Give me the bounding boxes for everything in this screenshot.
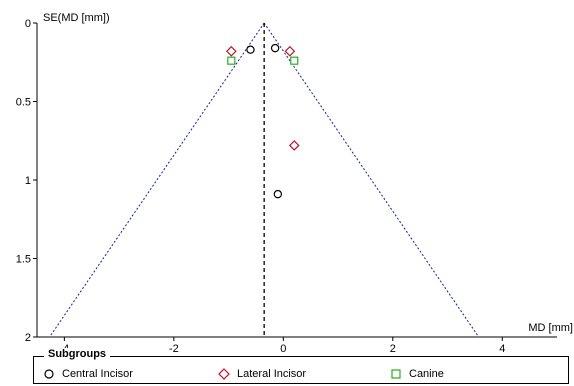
diamond-marker-icon — [218, 368, 230, 380]
y-tick-label: 0.5 — [16, 97, 31, 109]
funnel-line-right — [263, 22, 480, 338]
x-tick-label: 0 — [280, 343, 286, 355]
diamond-point — [225, 45, 237, 57]
legend-item-canine: Canine — [389, 367, 444, 381]
y-axis-title: SE(MD [mm]) — [43, 12, 110, 24]
legend-label: Lateral Incisor — [237, 368, 307, 380]
circle-point — [270, 43, 280, 53]
legend: Subgroups Central Incisor Lateral Inciso… — [33, 348, 569, 384]
circle-point — [246, 45, 255, 54]
diamond-point — [284, 45, 296, 57]
y-tick-label: 0 — [25, 18, 31, 30]
y-tick-label: 1 — [25, 175, 31, 187]
x-axis-title: MD [mm] — [528, 322, 573, 334]
circle-point — [273, 189, 283, 199]
y-tick-label: 1.5 — [16, 254, 31, 266]
square-marker-icon — [391, 369, 401, 379]
square-point — [227, 56, 236, 65]
x-tick-label: 2 — [390, 343, 396, 355]
legend-label: Canine — [409, 368, 444, 380]
data-points — [225, 43, 300, 199]
diamond-point — [288, 140, 300, 151]
x-tick-label: 4 — [499, 343, 505, 355]
legend-item-central-incisor: Central Incisor — [42, 367, 133, 381]
funnel-lines — [49, 22, 480, 338]
legend-item-lateral-incisor: Lateral Incisor — [217, 367, 306, 381]
legend-label: Central Incisor — [62, 368, 133, 380]
y-tick-label: 2 — [25, 332, 31, 344]
square-point — [290, 56, 299, 65]
funnel-line-left — [49, 22, 265, 338]
x-tick-label: -2 — [169, 343, 179, 355]
legend-title: Subgroups — [44, 348, 111, 360]
circle-marker-icon — [44, 369, 54, 379]
